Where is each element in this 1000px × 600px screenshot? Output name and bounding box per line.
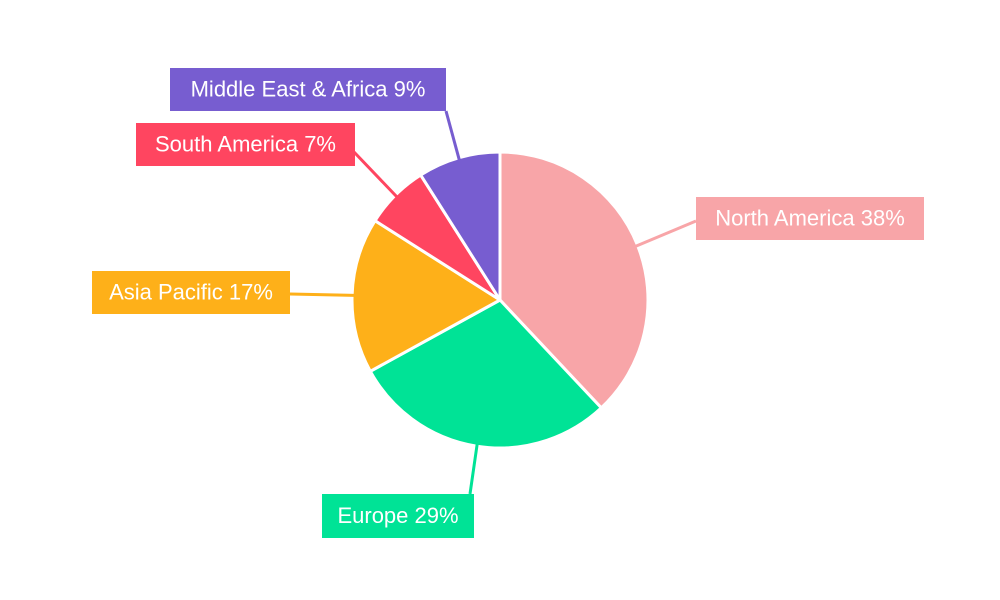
data-label-text: Europe 29% xyxy=(337,503,458,528)
leader-line-asia-pacific xyxy=(289,292,355,297)
data-label-text: North America 38% xyxy=(715,205,905,230)
leader-line-south-america xyxy=(352,150,398,198)
leader-line-north-america xyxy=(635,219,697,248)
data-label-text: South America 7% xyxy=(155,131,336,156)
data-label-box xyxy=(696,197,924,240)
data-label-box xyxy=(136,123,355,166)
data-label-europe: Europe 29% xyxy=(322,494,474,538)
leader-line-europe xyxy=(468,443,479,495)
data-label-box xyxy=(170,68,446,111)
data-label-box xyxy=(92,271,290,314)
pie-slices xyxy=(350,150,650,450)
leader-lines xyxy=(289,110,697,495)
data-label-north-america: North America 38% xyxy=(696,197,924,240)
data-labels: North America 38% Europe 29% Asia Pacific … xyxy=(92,68,924,538)
data-label-asia-pacific: Asia Pacific 17% xyxy=(92,271,290,314)
leader-line-middle-east-and-africa xyxy=(444,110,461,161)
data-label-south-america: South America 7% xyxy=(136,123,355,166)
data-label-text: Asia Pacific 17% xyxy=(109,279,273,304)
data-label-box xyxy=(322,494,474,538)
data-label-text: Middle East & Africa 9% xyxy=(191,76,426,101)
data-label-middle-east-and-africa: Middle East & Africa 9% xyxy=(170,68,446,111)
